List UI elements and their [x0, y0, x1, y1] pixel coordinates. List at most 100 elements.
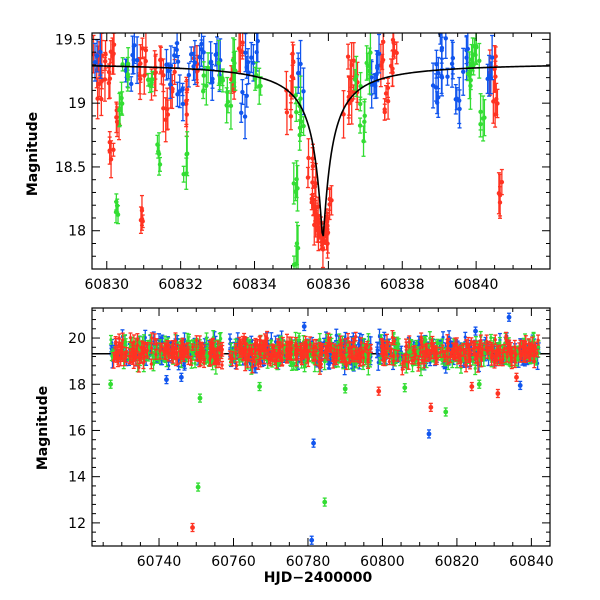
top-blue-point: [208, 59, 214, 64]
top-red-point: [385, 99, 391, 104]
top-y-tick-label: 19: [68, 96, 86, 112]
top-axes: 60830 60832 60834 60836 60838 60840 18 18.5 19 19…: [55, 32, 551, 293]
top-green-point: [362, 119, 367, 125]
top-red-point: [392, 49, 397, 54]
top-red-point: [493, 74, 498, 79]
top-blue-point: [244, 93, 249, 98]
top-x-tick-label: 60832: [158, 277, 203, 293]
top-plot-frame: [91, 32, 551, 270]
top-blue-point: [98, 49, 103, 55]
top-blue-point: [249, 55, 254, 60]
top-blue-point: [461, 69, 466, 75]
top-blue-point: [445, 74, 450, 79]
top-green-point: [157, 162, 163, 167]
bottom-data-marks: [92, 312, 550, 545]
top-red-point: [313, 181, 319, 186]
top-blue-point: [168, 82, 173, 87]
top-red-point: [172, 69, 177, 75]
top-green-point: [233, 68, 238, 73]
top-green-point: [217, 81, 222, 86]
top-red-point: [102, 77, 108, 82]
top-blue-point: [94, 53, 100, 59]
top-blue-point: [210, 80, 215, 85]
top-blue-point: [295, 70, 301, 76]
bottom-green-band-point: [109, 338, 113, 342]
top-green-point: [297, 132, 302, 138]
top-red-point: [385, 85, 391, 91]
top-blue-point: [298, 61, 303, 67]
top-blue-point: [374, 72, 379, 77]
top-green-point: [477, 58, 482, 64]
top-green-point: [125, 74, 131, 79]
top-blue-point: [439, 45, 445, 51]
top-red-point: [345, 54, 351, 59]
top-blue-point: [242, 114, 248, 119]
top-green-point: [225, 99, 231, 105]
top-green-point: [205, 65, 211, 70]
top-green-point: [117, 106, 123, 112]
top-blue-point: [489, 55, 495, 60]
bottom-green-band-point: [219, 337, 223, 341]
top-red-point: [383, 91, 389, 96]
top-green-point: [478, 122, 483, 127]
top-green-point: [465, 71, 471, 76]
top-blue-point: [134, 57, 140, 63]
top-red-point: [114, 115, 119, 120]
top-red-point: [310, 156, 315, 161]
top-red-point: [494, 96, 499, 102]
top-green-point: [155, 142, 160, 147]
top-green-point: [365, 63, 371, 69]
top-red-point: [290, 76, 296, 81]
top-green-point: [293, 261, 299, 267]
top-blue-point: [188, 52, 194, 57]
top-blue-point: [186, 72, 192, 78]
top-red-point: [152, 71, 157, 76]
top-red-point: [99, 96, 104, 102]
bottom-blue-band-point: [334, 333, 338, 337]
top-blue-point: [168, 63, 174, 68]
top-x-tick-label: 60834: [232, 277, 277, 293]
top-blue-point: [130, 52, 135, 58]
top-data-marks: [92, 33, 550, 269]
top-red-point: [143, 48, 149, 53]
top-x-tick-label: 60840: [454, 277, 499, 293]
top-red-point: [381, 39, 386, 45]
bottom-green-band-point: [204, 336, 209, 340]
top-red-point: [111, 147, 116, 152]
bottom-green-band-point: [473, 366, 477, 371]
top-green-point: [482, 115, 487, 120]
top-blue-point: [132, 43, 137, 48]
top-blue-point: [375, 63, 380, 69]
top-blue-point: [175, 92, 180, 97]
top-red-point: [111, 42, 117, 47]
top-x-tick-label: 60836: [306, 277, 351, 293]
top-green-point: [294, 109, 299, 115]
bottom-green-band-point: [489, 336, 493, 340]
top-red-peak-point: [311, 205, 317, 210]
top-red-point: [138, 61, 143, 66]
top-blue-point: [180, 101, 186, 107]
top-red-point: [306, 155, 311, 161]
top-green-point: [119, 101, 125, 106]
top-y-tick-label: 18: [68, 224, 86, 240]
top-red-point: [284, 110, 290, 115]
top-red-point: [184, 98, 189, 104]
top-x-tick-label: 60830: [85, 277, 130, 293]
top-red-point: [106, 80, 112, 86]
bottom-green-band-point: [536, 345, 541, 349]
top-panel: 60830 60832 60834 60836 60838 60840 18 18.5 19 19…: [25, 32, 551, 293]
top-green-point: [216, 60, 221, 66]
top-red-point: [96, 81, 102, 87]
top-green-point: [294, 241, 300, 246]
top-blue-point: [457, 98, 462, 103]
top-green-point: [361, 138, 366, 144]
top-green-point: [294, 176, 299, 182]
top-red-point: [288, 114, 294, 119]
top-blue-point: [243, 50, 248, 55]
top-green-point: [469, 57, 474, 62]
top-red-point: [491, 99, 496, 104]
top-blue-point: [197, 54, 202, 60]
top-red-point: [95, 96, 100, 101]
top-red-point: [351, 58, 356, 63]
